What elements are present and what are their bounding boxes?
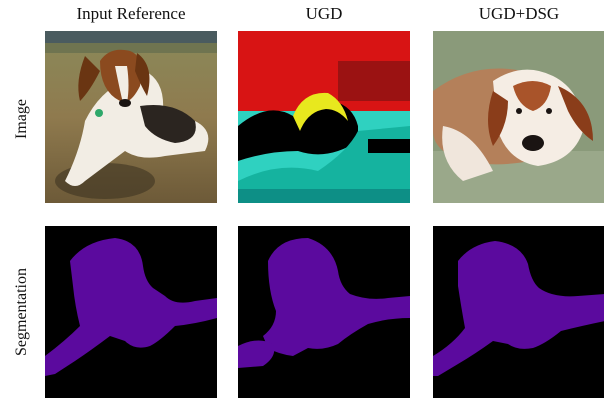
input-reference-segmentation	[45, 226, 217, 398]
column-title-ugd-dsg: UGD+DSG	[478, 4, 560, 23]
swimming-dog-image	[433, 31, 604, 203]
ugd-image	[238, 31, 410, 203]
ugd-dsg-segmentation	[433, 226, 604, 398]
segmentation-mask-input	[45, 226, 217, 398]
segmentation-mask-ugd-dsg	[433, 226, 604, 398]
row-label-segmentation: Segmentation	[13, 268, 30, 356]
column-title-input-reference: Input Reference	[76, 4, 186, 23]
input-reference-image	[45, 31, 217, 203]
row-label-image: Image	[13, 99, 30, 139]
column-title-ugd: UGD	[305, 4, 343, 23]
ugd-segmentation	[238, 226, 410, 398]
ugd-noisy-image	[238, 31, 410, 203]
ugd-dsg-image	[433, 31, 604, 203]
segmentation-mask-ugd	[238, 226, 410, 398]
dog-on-grass-image	[45, 31, 217, 203]
